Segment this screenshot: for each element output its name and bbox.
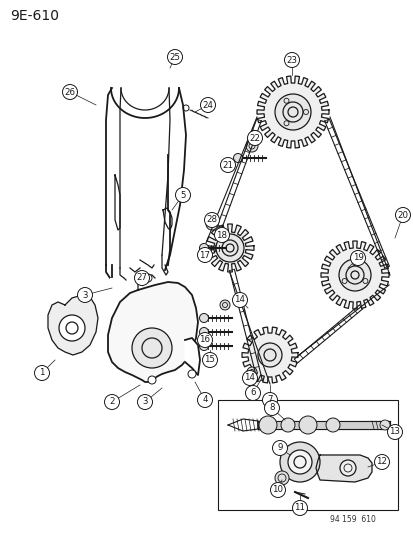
Circle shape [216,234,243,262]
Circle shape [338,259,370,291]
Circle shape [202,352,217,367]
Circle shape [34,366,50,381]
Circle shape [214,228,229,243]
Text: 20: 20 [396,211,408,220]
Circle shape [59,315,85,341]
Text: 4: 4 [202,395,207,405]
Circle shape [134,271,149,286]
Circle shape [270,482,285,497]
Circle shape [220,157,235,173]
Circle shape [144,274,152,282]
Circle shape [62,85,77,100]
Text: 10: 10 [272,486,283,495]
Circle shape [200,98,215,112]
Circle shape [137,394,152,409]
Text: 1: 1 [39,368,45,377]
Circle shape [274,471,288,485]
Circle shape [242,370,257,385]
Text: 14: 14 [244,374,255,383]
Circle shape [199,342,208,351]
Circle shape [204,213,219,228]
Bar [218,400,397,510]
Circle shape [206,218,218,230]
Text: 16: 16 [199,335,210,344]
Text: 8: 8 [268,403,274,413]
Circle shape [245,385,260,400]
Circle shape [197,392,212,408]
Circle shape [167,50,182,64]
Polygon shape [256,76,328,148]
Text: 94 159  610: 94 159 610 [329,515,375,524]
Text: 21: 21 [222,160,233,169]
Circle shape [274,94,310,130]
Circle shape [233,154,242,163]
Circle shape [132,328,171,368]
Text: 26: 26 [64,87,75,96]
Circle shape [287,450,311,474]
Circle shape [175,188,190,203]
Circle shape [219,300,230,310]
Text: 15: 15 [204,356,215,365]
Polygon shape [315,455,371,482]
Circle shape [374,455,389,470]
Circle shape [339,460,355,476]
Text: 27: 27 [136,273,147,282]
Text: 3: 3 [82,290,88,300]
Circle shape [280,418,294,432]
Circle shape [199,244,208,253]
Polygon shape [108,282,197,382]
Circle shape [197,247,212,262]
Circle shape [197,333,212,348]
Circle shape [188,370,195,378]
Polygon shape [185,338,199,375]
Text: 11: 11 [294,504,305,513]
Circle shape [292,500,307,515]
Polygon shape [206,224,254,272]
Circle shape [247,131,262,146]
Circle shape [298,416,316,434]
Text: 19: 19 [352,254,363,262]
Text: 2: 2 [109,398,114,407]
Text: 12: 12 [375,457,387,466]
Circle shape [259,416,276,434]
Circle shape [199,313,208,322]
Text: 3: 3 [142,398,147,407]
Polygon shape [242,327,297,383]
Circle shape [284,52,299,68]
Circle shape [325,418,339,432]
Polygon shape [48,295,98,355]
Circle shape [104,394,119,409]
Circle shape [257,343,281,367]
Text: 17: 17 [199,251,210,260]
Text: 14: 14 [234,295,245,304]
Circle shape [264,400,279,416]
Polygon shape [320,241,388,309]
Circle shape [147,376,156,384]
Text: 13: 13 [389,427,399,437]
Text: 7: 7 [267,395,272,405]
Circle shape [245,140,257,152]
Circle shape [387,424,401,440]
Text: 22: 22 [249,133,260,142]
Text: 9: 9 [277,443,282,453]
Text: 25: 25 [169,52,180,61]
Circle shape [279,442,319,482]
Circle shape [232,293,247,308]
Circle shape [199,327,208,336]
Circle shape [247,367,256,377]
Text: 24: 24 [202,101,213,109]
Text: 9E-610: 9E-610 [10,9,59,23]
Text: 5: 5 [180,190,185,199]
Circle shape [262,392,277,408]
Circle shape [350,251,365,265]
Circle shape [394,207,410,222]
Circle shape [272,440,287,456]
Text: 18: 18 [216,230,227,239]
Text: 28: 28 [206,215,217,224]
Text: 23: 23 [286,55,297,64]
Circle shape [379,420,389,430]
Circle shape [77,287,92,303]
Text: 6: 6 [249,389,255,398]
